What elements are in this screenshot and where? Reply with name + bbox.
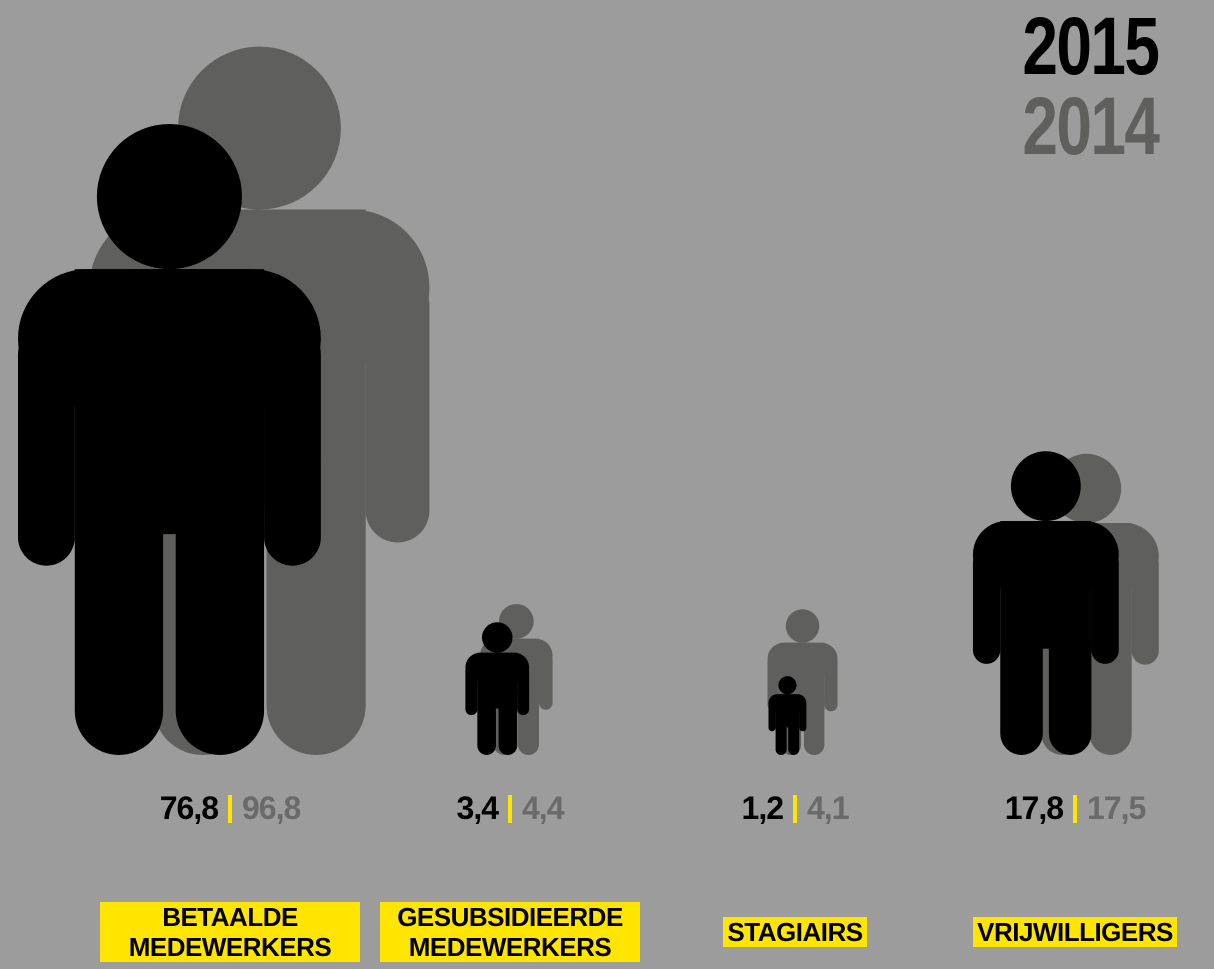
arm xyxy=(824,655,838,712)
separator xyxy=(793,794,797,823)
leg xyxy=(1048,627,1092,755)
separator xyxy=(508,794,512,823)
separator xyxy=(228,794,232,823)
arm xyxy=(465,664,478,716)
leg xyxy=(1000,627,1043,755)
value-labels: 1,2 4,1 xyxy=(665,790,925,827)
person-figure xyxy=(972,451,1119,755)
category-label-box: BETAALDE MEDEWERKERS xyxy=(100,895,360,969)
legend-2015: 2015 xyxy=(1021,1,1160,92)
leg xyxy=(74,489,164,755)
leg xyxy=(175,489,265,755)
value-label: 76,8 xyxy=(159,790,219,826)
arm xyxy=(799,701,807,732)
value-labels: 76,8 96,8 xyxy=(100,790,360,827)
value-label: 17,8 xyxy=(1004,790,1064,826)
arm xyxy=(768,701,776,732)
value-label: 1,2 xyxy=(741,790,784,826)
torso xyxy=(775,694,800,728)
arm xyxy=(264,325,321,566)
arm xyxy=(538,652,553,710)
category-label: BETAALDE MEDEWERKERS xyxy=(100,902,360,962)
value-label: 4,4 xyxy=(522,790,564,826)
arm xyxy=(1131,550,1159,665)
value-label: 3,4 xyxy=(456,790,499,826)
head xyxy=(1010,451,1081,522)
value-label: 4,1 xyxy=(807,790,849,826)
head xyxy=(785,609,820,643)
arm xyxy=(972,548,1001,664)
value-labels: 3,4 4,4 xyxy=(380,790,640,827)
arm xyxy=(1091,548,1119,664)
person-figure xyxy=(768,676,807,755)
arm xyxy=(17,325,75,566)
category-label-box: GESUBSIDIEERDE MEDEWERKERS xyxy=(380,895,640,969)
arm xyxy=(517,664,530,716)
leg xyxy=(477,699,496,755)
person-figure xyxy=(17,124,321,755)
torso xyxy=(74,269,265,535)
category-label-box: VRIJWILLIGERS xyxy=(945,895,1205,969)
category-label-box: STAGIAIRS xyxy=(665,895,925,969)
arm xyxy=(365,273,430,543)
torso xyxy=(1000,521,1092,649)
leg xyxy=(803,693,825,755)
value-label: 96,8 xyxy=(242,790,301,826)
value-labels: 17,8 17,5 xyxy=(945,790,1205,827)
category-label: STAGIAIRS xyxy=(723,917,867,947)
category-label: VRIJWILLIGERS xyxy=(973,917,1177,947)
separator xyxy=(1073,794,1077,823)
legend-2014: 2014 xyxy=(1021,81,1160,172)
value-label: 17,5 xyxy=(1087,790,1146,826)
torso xyxy=(477,652,518,709)
leg xyxy=(788,721,800,755)
leg xyxy=(775,721,787,755)
head xyxy=(96,124,242,270)
head xyxy=(481,622,513,653)
person-figure xyxy=(465,622,530,755)
leg xyxy=(498,699,518,755)
category-label: GESUBSIDIEERDE MEDEWERKERS xyxy=(380,902,640,962)
head xyxy=(778,676,797,695)
